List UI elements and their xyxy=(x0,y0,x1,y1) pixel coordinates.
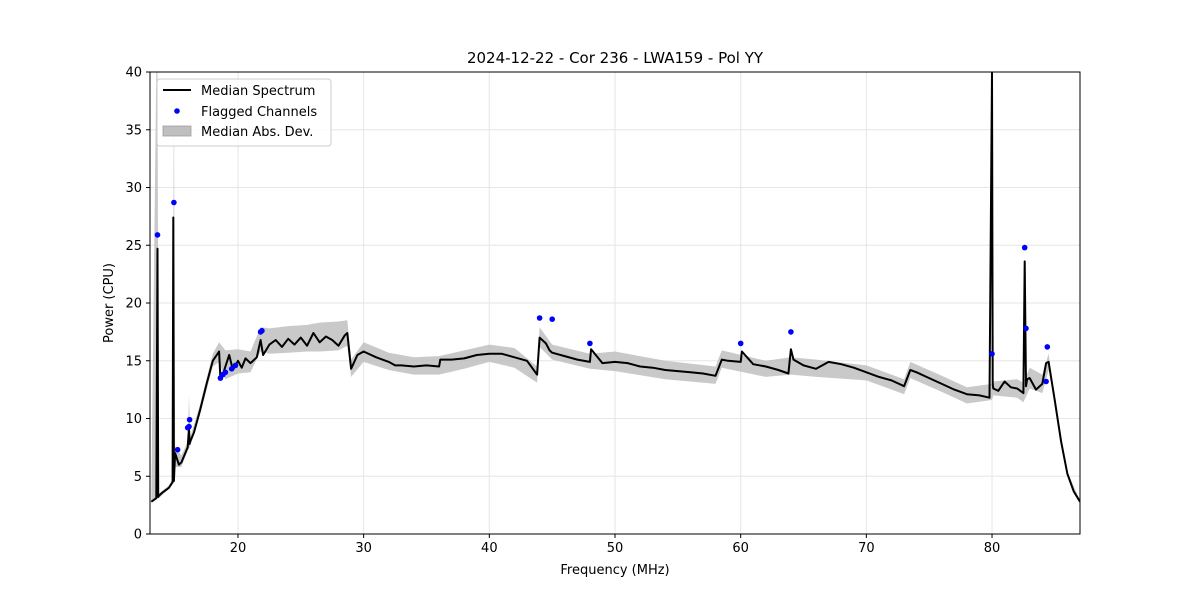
legend: Median Spectrum Flagged Channels Median … xyxy=(156,78,332,147)
y-tick-label: 35 xyxy=(125,123,142,138)
flagged-channel-point xyxy=(536,315,543,321)
flagged-channels-points xyxy=(154,199,1051,453)
x-tick-label: 20 xyxy=(230,541,247,556)
flagged-channel-point xyxy=(186,423,192,430)
x-axis-title: Frequency (MHz) xyxy=(560,563,669,578)
legend-band-swatch xyxy=(162,125,192,137)
x-tick-label: 50 xyxy=(607,541,624,556)
flagged-channel-point xyxy=(154,232,161,238)
chart-title: 2024-12-22 - Cor 236 - LWA159 - Pol YY xyxy=(467,49,764,67)
flagged-channel-point xyxy=(587,340,593,347)
x-tick-label: 60 xyxy=(732,541,749,556)
flagged-channel-point xyxy=(788,329,794,335)
legend-marker-swatch xyxy=(174,108,180,114)
y-tick-label: 40 xyxy=(125,66,142,81)
y-tick-label: 15 xyxy=(125,354,142,369)
y-tick-label: 25 xyxy=(125,239,142,254)
legend-label-flagged-channels: Flagged Channels xyxy=(201,105,317,120)
flagged-channel-point xyxy=(174,446,181,453)
legend-label-median-abs-dev: Median Abs. Dev. xyxy=(201,125,313,140)
flagged-channel-point xyxy=(1043,378,1049,385)
flagged-channel-point xyxy=(228,366,235,372)
flagged-channel-point xyxy=(1023,325,1029,332)
flagged-channel-point xyxy=(222,369,229,376)
flagged-channel-point xyxy=(549,316,555,323)
y-tick-label: 5 xyxy=(134,470,142,485)
y-tick-label: 10 xyxy=(125,412,142,427)
y-tick-label: 30 xyxy=(125,181,142,196)
x-tick-label: 70 xyxy=(858,541,875,556)
legend-box xyxy=(156,78,332,147)
x-axis-ticks: 20 30 40 50 60 70 80 xyxy=(230,534,1001,556)
flagged-channel-point xyxy=(186,416,193,423)
x-tick-label: 80 xyxy=(984,541,1001,556)
flagged-channel-point xyxy=(737,340,744,347)
flagged-channel-point xyxy=(989,351,995,357)
y-tick-label: 0 xyxy=(134,528,142,543)
flagged-channel-point xyxy=(1044,344,1051,350)
y-tick-label: 20 xyxy=(125,297,142,312)
y-axis-title: Power (CPU) xyxy=(102,263,117,343)
x-tick-label: 30 xyxy=(355,541,372,556)
flagged-channel-point xyxy=(232,362,239,369)
flagged-channel-point xyxy=(171,199,177,206)
y-axis-ticks: 0 5 10 15 20 25 30 35 40 xyxy=(125,66,150,543)
flagged-channel-point xyxy=(259,327,265,334)
flagged-channel-point xyxy=(1021,244,1028,251)
legend-label-median-spectrum: Median Spectrum xyxy=(201,84,315,99)
x-tick-label: 40 xyxy=(481,541,498,556)
